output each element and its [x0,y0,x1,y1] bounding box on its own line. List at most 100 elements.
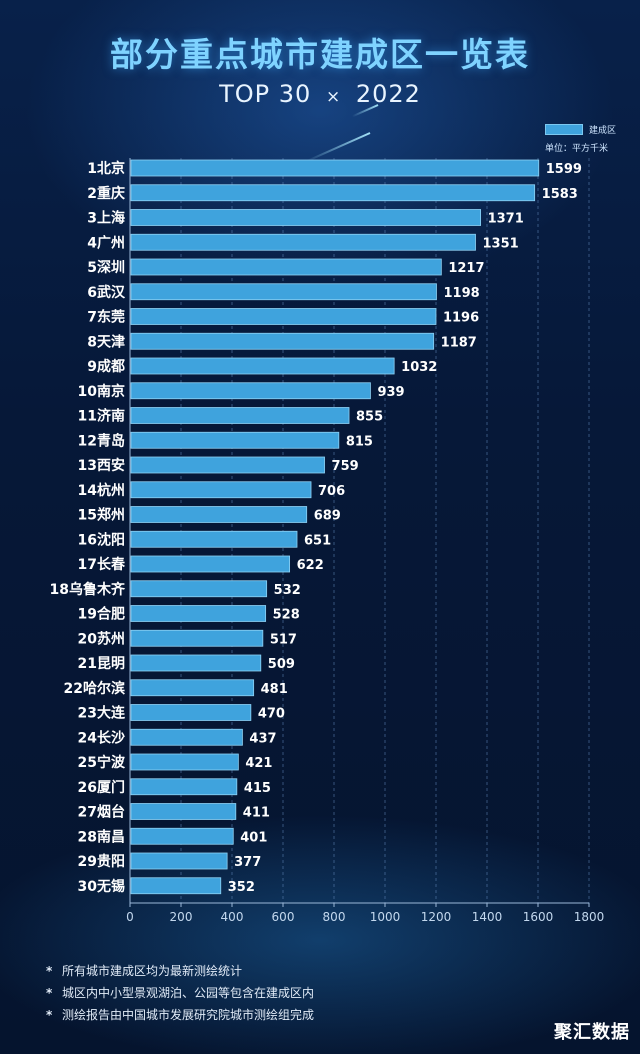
category-label: 12青岛 [78,432,125,449]
bar [130,753,239,771]
value-label: 815 [346,434,373,449]
value-label: 1371 [488,212,524,227]
subtitle-year: 2022 [355,80,421,108]
footnote: * 所有城市建成区均为最新测绘统计 [46,960,314,982]
value-label: 622 [297,558,324,573]
category-label: 5深圳 [87,259,125,276]
x-tick-label: 1200 [421,910,452,924]
value-label: 352 [228,880,255,895]
bar [130,629,264,647]
x-tick-label: 1000 [370,910,401,924]
category-label: 6武汉 [87,284,126,301]
footnote-text: 所有城市建成区均为最新测绘统计 [62,964,243,978]
x-tick-label: 800 [323,910,346,924]
value-label: 1599 [546,162,582,177]
bar [130,233,476,251]
value-label: 855 [356,410,383,425]
category-label: 22哈尔滨 [64,680,125,697]
bar [130,456,325,474]
category-label: 23大连 [78,705,126,722]
bar [130,704,252,721]
value-label: 706 [318,484,345,499]
value-label: 1217 [448,261,484,276]
bar [130,283,437,301]
footnote-marker: * [46,986,53,1000]
category-label: 17长春 [78,556,126,573]
bar [130,555,291,573]
bar [130,332,435,350]
bar [130,654,262,672]
category-label: 24长沙 [78,729,125,746]
value-label: 517 [270,632,297,647]
legend-entry: 建成区 [544,123,616,136]
bar [130,728,243,746]
category-label: 9成都 [87,358,125,375]
bar [130,431,340,449]
category-label: 26厦门 [78,779,125,796]
value-label: 1351 [483,236,519,251]
value-label: 421 [245,756,272,771]
value-label: 437 [249,731,276,746]
bar-chart: 1北京 1599 2重庆 1583 3上海 1371 4广州 1351 5深圳 1217 6武汉 11… [50,158,604,924]
bar [130,159,540,177]
category-label: 4广州 [87,234,125,251]
bar [130,258,442,276]
footnote: * 测绘报告由中国城市发展研究院城市测绘组完成 [46,1004,315,1026]
footnote: * 城区内中小型景观湖泊、公园等包含在建成区内 [46,982,315,1004]
category-label: 16沈阳 [78,531,125,548]
bar [130,679,255,697]
category-label: 29贵阳 [78,853,125,870]
bar [130,877,222,895]
bar [130,530,298,548]
value-label: 939 [377,385,404,400]
category-label: 7东莞 [87,309,125,326]
x-tick-label: 400 [221,910,244,924]
category-label: 1北京 [87,160,125,177]
category-label: 15郑州 [78,507,125,524]
category-label: 19合肥 [78,606,125,623]
value-label: 470 [258,707,285,722]
category-label: 27烟台 [78,804,125,821]
category-label: 28南昌 [78,828,125,845]
x-tick-label: 0 [126,910,134,924]
page-title: 部分重点城市建成区一览表 [110,35,530,74]
value-label: 651 [304,533,331,548]
category-label: 13西安 [78,457,125,474]
chart-labels: 1北京 1599 2重庆 1583 3上海 1371 4广州 1351 5深圳 1217 6武汉 11… [50,160,582,895]
footnote-text: 测绘报告由中国城市发展研究院城市测绘组完成 [62,1008,315,1022]
x-tick-label: 1400 [472,910,503,924]
value-label: 1583 [542,187,578,202]
footnote-marker: * [46,1008,53,1022]
page-subtitle: TOP 30 × 2022 [0,80,640,108]
value-label: 528 [273,608,300,623]
bar [130,407,350,424]
footnotes: * 所有城市建成区均为最新测绘统计 * 城区内中小型景观湖泊、公园等包含在建成区内 … [46,960,315,1026]
bar [130,506,308,523]
legend-swatch [544,124,583,135]
category-label: 14杭州 [78,482,125,499]
bar [130,382,371,400]
bar [130,778,238,796]
category-label: 10南京 [78,383,125,400]
value-label: 532 [274,583,301,598]
bar [130,357,395,375]
value-label: 411 [243,806,270,821]
value-label: 1196 [443,311,479,326]
footnote-marker: * [46,964,53,978]
brand-logo: 聚汇数据 [554,1022,630,1043]
legend-unit: 单位：平方千米 [544,144,608,154]
value-label: 1198 [443,286,479,301]
category-label: 25宁波 [78,754,126,771]
category-label: 21昆明 [78,656,125,672]
value-label: 377 [234,855,261,870]
subtitle-separator: × [325,87,342,107]
value-label: 759 [332,459,359,474]
chart-legend: 建成区 单位：平方千米 [544,123,616,154]
category-label: 8天津 [87,333,125,350]
value-label: 689 [314,509,341,524]
value-label: 1032 [401,360,437,375]
category-label: 18乌鲁木齐 [50,581,126,598]
x-tick-label: 600 [272,910,295,924]
footnote-text: 城区内中小型景观湖泊、公园等包含在建成区内 [62,986,315,1000]
